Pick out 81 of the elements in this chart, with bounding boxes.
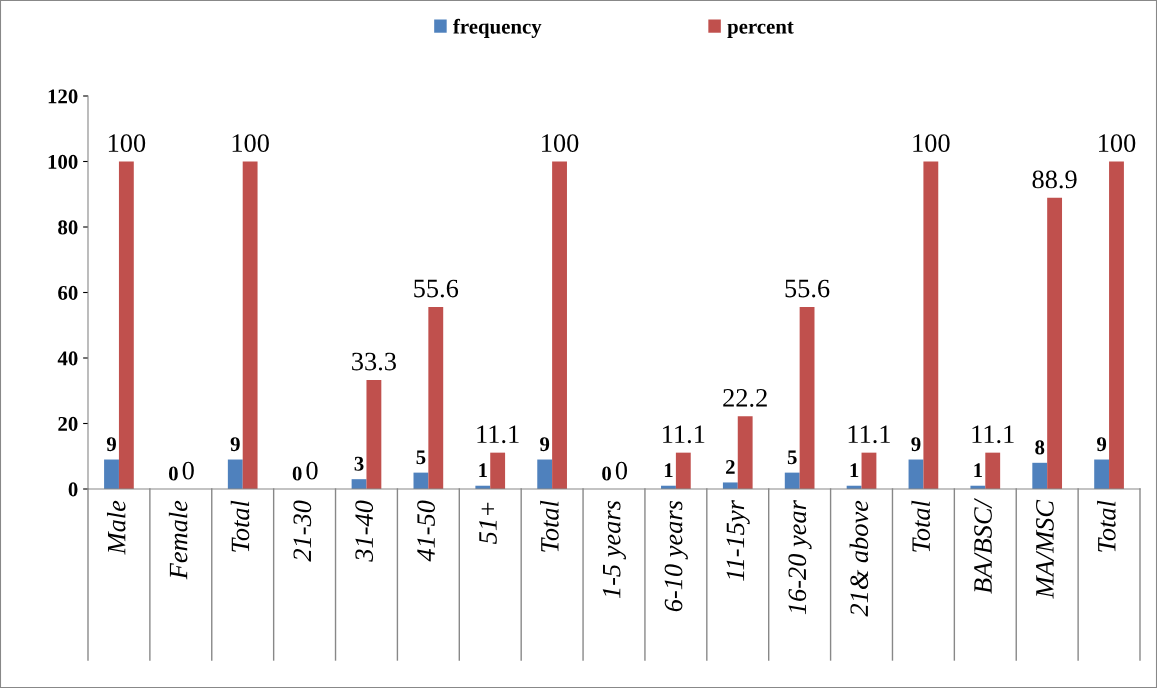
- data-label: 0: [182, 461, 194, 480]
- data-label: 22.2: [723, 389, 767, 407]
- x-tick-label: MA/MSC: [1036, 499, 1054, 599]
- data-label: 55.6: [785, 279, 830, 298]
- data-label: 0: [292, 466, 302, 481]
- bar: [1047, 197, 1063, 489]
- x-tick-label: 6-10 years: [664, 500, 688, 612]
- bar: [242, 161, 258, 489]
- bar: [1032, 462, 1048, 489]
- data-label: 3: [354, 456, 364, 471]
- bar: [737, 416, 753, 489]
- data-label: 2: [726, 460, 735, 474]
- bar: [784, 472, 800, 489]
- data-label: 0: [306, 461, 318, 480]
- x-tick-label: BA/BSC/: [974, 498, 992, 594]
- data-label: 100: [542, 134, 579, 152]
- data-label: 1: [850, 463, 859, 478]
- data-label: 100: [913, 134, 950, 152]
- data-label: 0: [168, 466, 178, 481]
- data-label: 100: [108, 134, 146, 152]
- data-label: 33.3: [352, 352, 396, 371]
- y-tick-label: 100: [48, 154, 78, 169]
- data-label: 5: [787, 450, 797, 465]
- bar: [428, 306, 444, 489]
- bar: [1109, 161, 1124, 489]
- bar: [861, 452, 877, 489]
- x-tick-label: Total: [540, 500, 559, 552]
- legend-label: frequency: [453, 18, 542, 38]
- data-label: 11.1: [477, 425, 519, 444]
- x-tick-label: 21-30: [293, 500, 312, 562]
- data-label: 11.1: [848, 425, 890, 444]
- bar: [985, 452, 1001, 489]
- data-label: 1: [479, 463, 487, 478]
- data-label: 1: [974, 463, 982, 478]
- bar: [1094, 459, 1110, 489]
- data-label: 55.6: [414, 279, 459, 298]
- y-tick-label: 60: [58, 285, 78, 300]
- data-label: 9: [1096, 437, 1107, 452]
- bar: [537, 459, 553, 489]
- bar: [799, 306, 815, 489]
- y-tick-label: 20: [58, 416, 78, 431]
- data-label: 100: [232, 134, 269, 152]
- x-tick-label: Male: [106, 500, 126, 555]
- data-label: 11.1: [663, 425, 705, 444]
- x-tick-label: Total: [911, 500, 931, 552]
- x-tick-label: 11-15yr: [726, 500, 750, 581]
- data-label: 9: [230, 437, 240, 452]
- legend-label: percent: [727, 21, 794, 38]
- bar: [104, 459, 119, 489]
- bar: [490, 452, 506, 489]
- x-tick-label: Female: [168, 500, 188, 580]
- x-tick-label: Total: [230, 500, 250, 552]
- y-tick-label: 120: [48, 89, 78, 104]
- x-tick-label: 31-40: [355, 500, 374, 562]
- x-tick-label: 1-5 years: [602, 500, 626, 599]
- bar: [675, 452, 691, 489]
- x-tick-label: 21& above: [849, 500, 869, 617]
- x-tick-label: 16-20 year: [788, 500, 812, 615]
- data-label: 9: [540, 437, 550, 452]
- bar: [366, 379, 382, 489]
- y-tick-label: 40: [57, 351, 78, 366]
- x-tick-label: 51+: [479, 502, 497, 544]
- x-tick-label: Total: [1097, 500, 1116, 552]
- data-label: 100: [1099, 134, 1136, 152]
- data-label: 0: [602, 466, 611, 481]
- data-label: 9: [911, 437, 921, 452]
- bar: [722, 482, 738, 489]
- data-label: 8: [1035, 440, 1045, 455]
- y-tick-label: 0: [68, 482, 78, 497]
- data-label: 0: [615, 461, 628, 480]
- bar: [118, 161, 134, 489]
- data-label: 5: [416, 450, 426, 465]
- data-label: 11.1: [972, 425, 1014, 444]
- data-label: 88.9: [1032, 170, 1077, 189]
- data-label: 1: [664, 463, 673, 478]
- y-tick-label: 80: [58, 220, 78, 235]
- x-tick-label: 41-50: [417, 500, 435, 562]
- bar: [923, 161, 939, 489]
- bar: [552, 161, 567, 489]
- bar: [227, 459, 243, 489]
- data-label: 9: [106, 437, 116, 452]
